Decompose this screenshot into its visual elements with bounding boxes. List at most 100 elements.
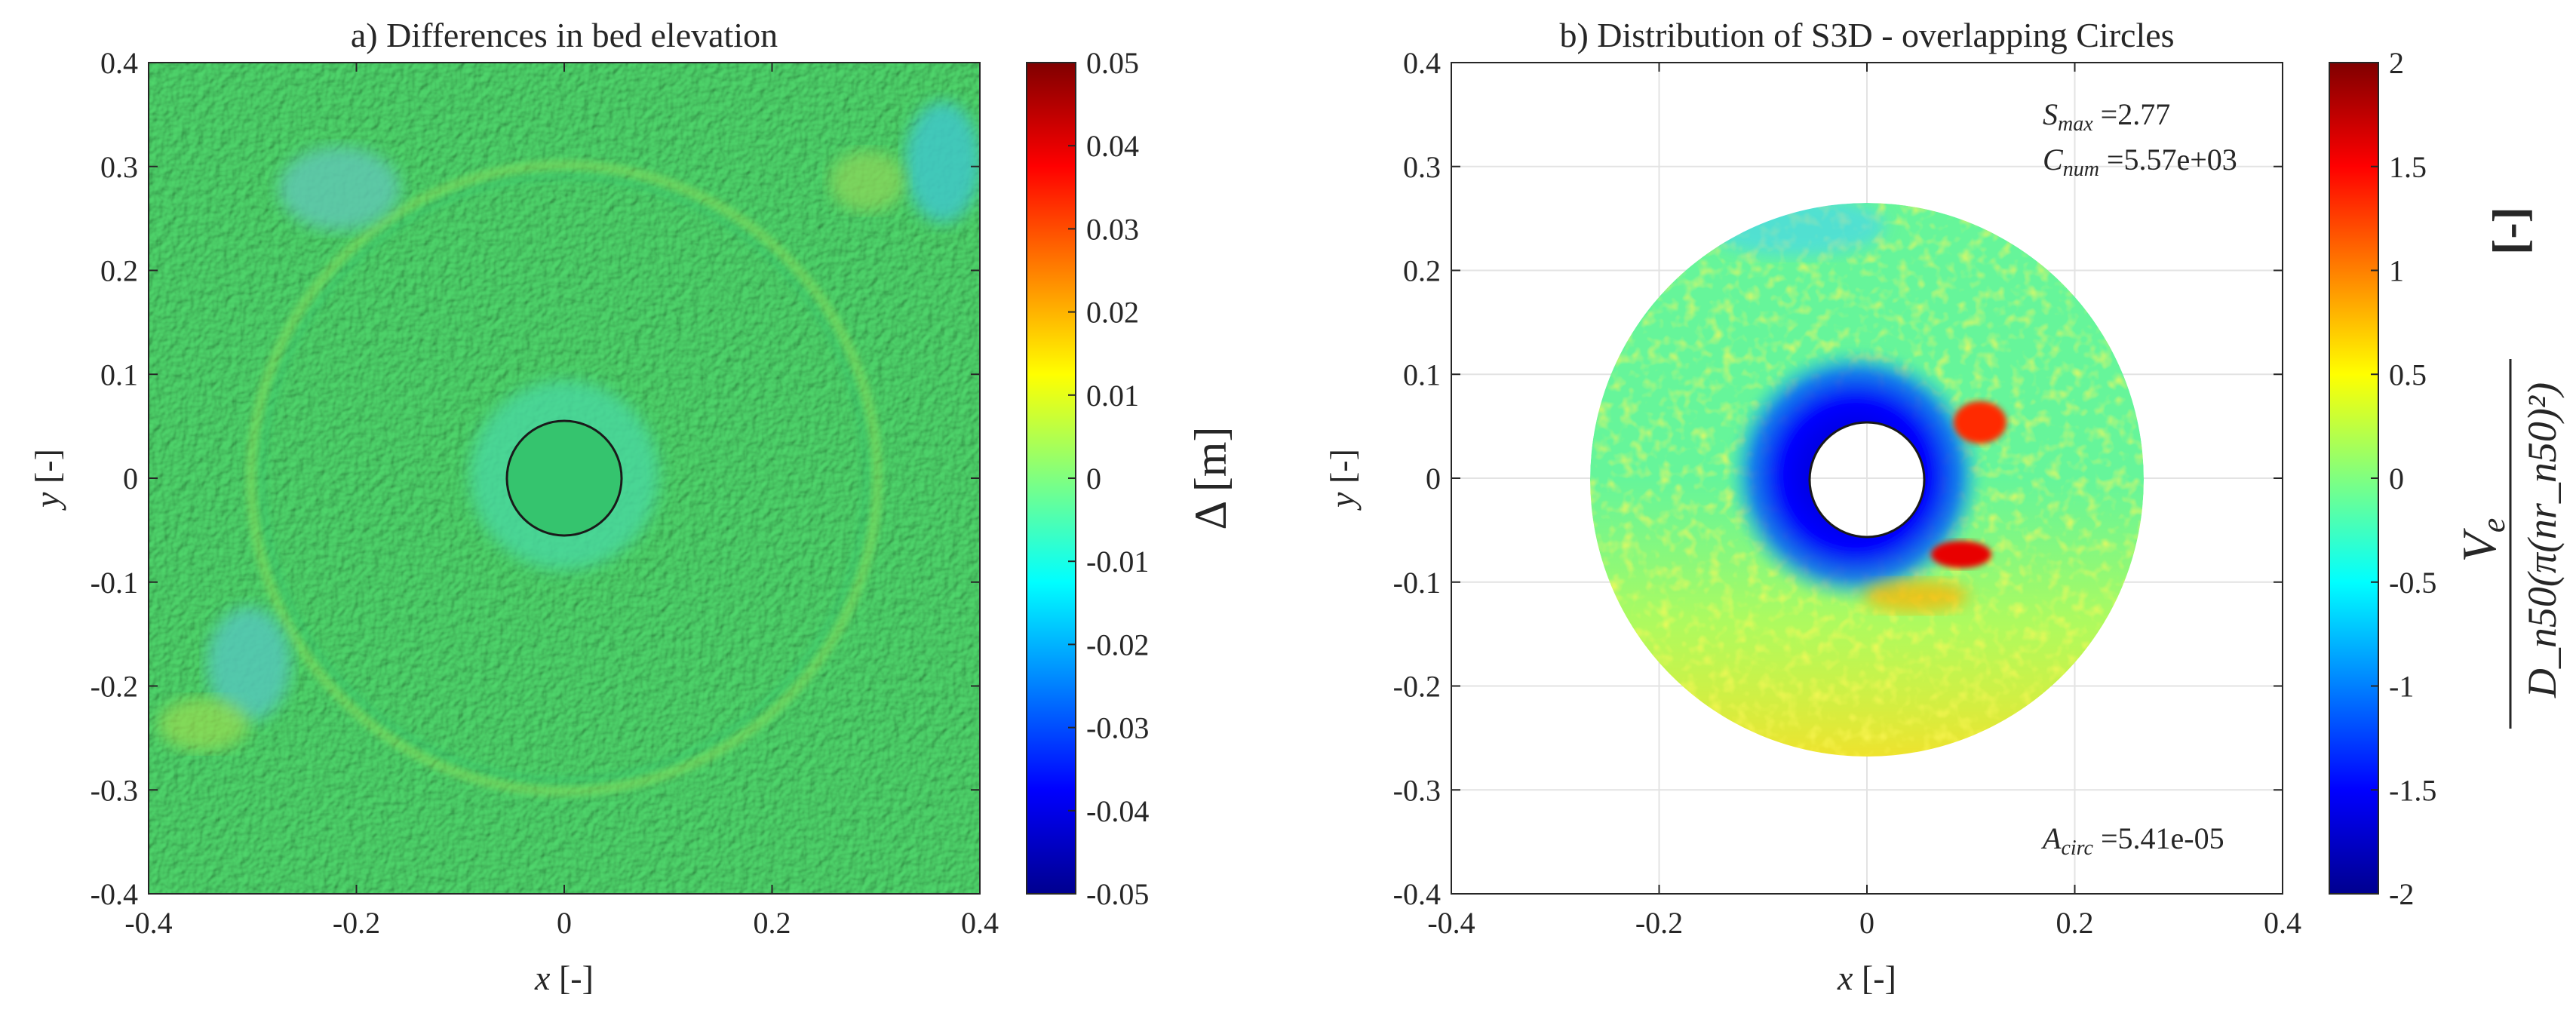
scour-ring [246,160,883,796]
panel-a-xlabel-unit: [-] [559,959,594,997]
colorbar-tick-label: 0.01 [1086,379,1139,413]
cb-label-unit: [-] [2482,207,2536,255]
y-tick-label: -0.4 [1393,877,1441,911]
colorbar-tick-label: 0.03 [1086,212,1139,246]
mound-nw [279,147,400,230]
y-tick-label: 0.2 [1403,254,1441,288]
y-tick-label: 0.4 [100,46,138,80]
x-tick-label: 0 [1859,906,1874,940]
panel-a-ylabel-unit: [-] [28,449,66,483]
colorbar-tick-label: 0 [1086,462,1101,496]
panel-a-colorbar-label: Δ [m] [1186,427,1236,530]
cnum-var: C [2043,143,2064,176]
y-tick-label: 0 [123,462,138,496]
y-tick-label: 0.3 [1403,150,1441,184]
pile [505,419,623,537]
smax-annotation: Smax =2.77 [2043,97,2170,136]
panel-a: a) Differences in bed elevation -0.4 -0.2… [28,16,1236,997]
panel-a-colorbar-symbol: Δ [1186,502,1236,529]
smax-sub: max [2058,112,2093,136]
cb-label-num-sub: e [2475,518,2512,533]
panel-b-heatmap [1584,196,2157,759]
x-tick-label: 0 [557,906,572,940]
colorbar-tick-label: -0.03 [1086,711,1149,745]
x-tick-label: 0.4 [961,906,999,940]
x-tick-label: -0.4 [124,906,172,940]
y-tick-label: -0.1 [1393,566,1441,600]
acirc-annotation: Acirc =5.41e-05 [2040,821,2224,860]
panel-a-colorbar [1026,62,1076,895]
colorbar-tick-label: 2 [2389,46,2404,80]
y-tick-label: -0.3 [1393,773,1441,807]
panel-a-colorbar-ticks: 0.05 0.04 0.03 0.02 0.01 0 -0.01 -0.02 -0.03 -0.0… [1068,46,1149,911]
colorbar-tick-label: -0.02 [1086,628,1149,661]
mound-ne-2 [830,151,905,211]
panel-b-xlabel-var: x [1837,959,1853,997]
colorbar-tick-label: -0.5 [2389,566,2436,600]
panel-b-ylabel-unit: [-] [1323,449,1362,483]
panel-b-xlabel: x [-] [1837,959,1896,997]
panel-b-colorbar-ticks: 2 1.5 1 0.5 0 -0.5 -1 -1.5 -2 [2371,46,2436,911]
warm-spot [1863,579,1969,612]
panel-a-xlabel: x [-] [534,959,594,997]
cb-label-denominator: D_n50(π(nr_n50)²) [2519,382,2565,698]
panel-a-ticks: -0.4 -0.2 0 0.2 0.4 0.4 0.3 0.2 0.1 0 -0.1 -0.2 -0.3… [91,46,999,940]
panel-b-xlabel-unit: [-] [1862,959,1896,997]
pile-outline [1808,421,1926,539]
x-tick-label: -0.2 [333,906,380,940]
y-tick-label: 0 [1426,462,1441,496]
disc-top-cyan [1705,196,1886,256]
colorbar-tick-label: 1.5 [2389,150,2427,184]
acirc-sub: circ [2061,836,2093,860]
smax-var: S [2043,97,2058,131]
y-tick-label: -0.2 [1393,670,1441,704]
panel-b-ylabel: y [-] [1323,449,1362,511]
colorbar-tick-label: 0.5 [2389,358,2427,391]
y-tick-label: -0.4 [91,877,138,911]
scour-blue-zone [1727,347,1984,603]
y-tick-label: 0.1 [100,358,138,391]
hot-spot-ne [1954,401,2006,444]
colorbar-tick-label: 1 [2389,254,2404,288]
y-tick-label: -0.1 [91,566,138,600]
panel-a-heatmap [149,63,980,894]
panel-b-colorbar [2329,62,2379,895]
y-tick-label: 0.1 [1403,358,1441,391]
hot-spot-se [1931,541,1991,568]
y-tick-label: 0.3 [100,150,138,184]
y-tick-label: 0.4 [1403,46,1441,80]
scour-ring-inner [259,173,869,783]
mound-ne [905,102,980,223]
panel-b-ticks: -0.4 -0.2 0 0.2 0.4 0.4 0.3 0.2 0.1 0 -0.1 -0.2 -0.3… [1393,46,2301,940]
mound-sw-2 [158,698,249,750]
x-tick-label: 0.2 [2056,906,2094,940]
panel-a-title: a) Differences in bed elevation [351,16,778,54]
panel-a-xlabel-var: x [534,959,551,997]
y-tick-label: 0.2 [100,254,138,288]
x-tick-label: -0.4 [1427,906,1475,940]
x-tick-label: -0.2 [1635,906,1683,940]
acirc-value: =5.41e-05 [2093,821,2224,855]
colorbar-tick-label: -2 [2389,877,2414,911]
y-tick-label: -0.3 [91,773,138,807]
colorbar-tick-label: 0 [2389,462,2404,496]
cnum-sub: num [2063,158,2099,181]
colorbar-tick-label: -0.05 [1086,877,1149,911]
panel-a-ylabel: y [-] [28,449,66,511]
cb-label-numerator: Ve [2452,518,2512,563]
panel-b: b) Distribution of S3D - overlapping Cir… [1323,16,2565,997]
colorbar-tick-label: -1.5 [2389,773,2436,807]
y-tick-label: -0.2 [91,670,138,704]
cb-label-num-var: V [2452,527,2506,562]
x-tick-label: 0.4 [2264,906,2301,940]
colorbar-tick-label: 0.02 [1086,296,1139,330]
cnum-value: =5.57e+03 [2099,143,2237,176]
smax-value: =2.77 [2093,97,2171,131]
panel-b-title: b) Distribution of S3D - overlapping Cir… [1559,16,2174,54]
colorbar-tick-label: -0.04 [1086,794,1149,828]
panel-a-ylabel-var: y [28,492,66,511]
colorbar-tick-label: 0.04 [1086,129,1139,163]
mound-sw [207,607,290,720]
colorbar-tick-label: -0.01 [1086,545,1149,579]
